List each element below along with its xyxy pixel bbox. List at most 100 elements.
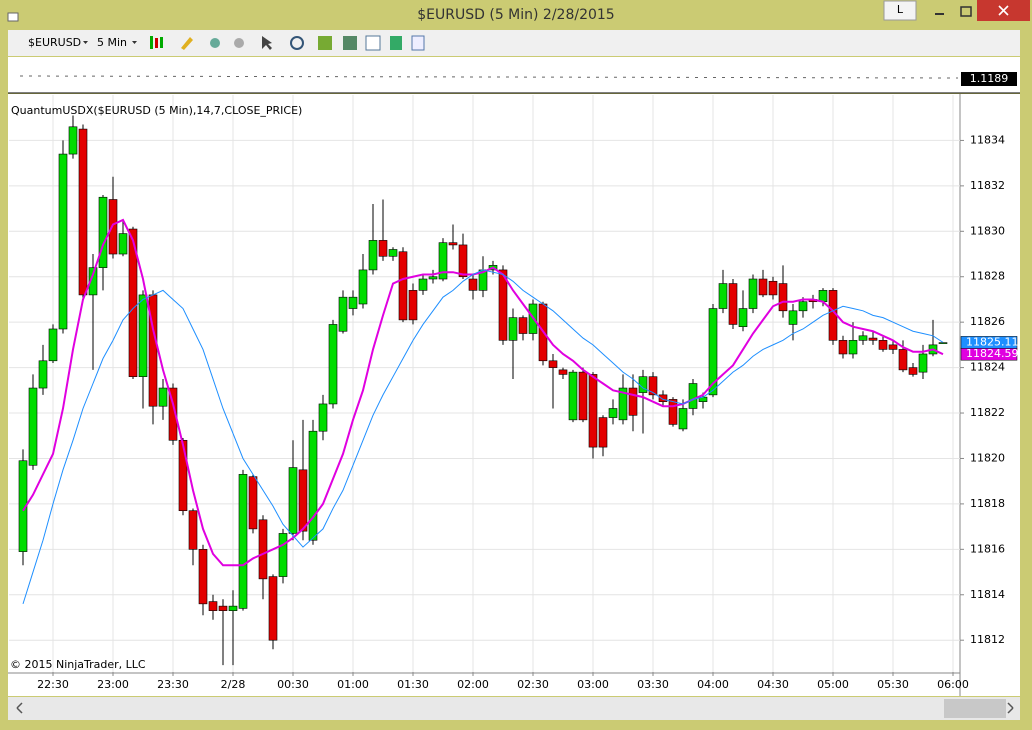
copyright: © 2015 NinjaTrader, LLC: [10, 658, 146, 671]
bar-type-icon[interactable]: [160, 37, 163, 48]
toolbar-icons: [150, 35, 425, 51]
candle-body: [28, 387, 38, 466]
candle-body: [788, 310, 798, 325]
candle-body: [668, 399, 678, 425]
candle-body: [438, 242, 448, 280]
candle-body: [78, 128, 88, 296]
candle-body: [638, 376, 648, 393]
scroll-thumb[interactable]: [944, 699, 1006, 718]
candle-body: [778, 283, 788, 312]
candle-body: [278, 533, 288, 577]
x-tick-label: 05:30: [877, 678, 909, 691]
candle-body: [748, 278, 758, 309]
cursor-icon[interactable]: [262, 36, 272, 50]
scroll-right[interactable]: [1007, 702, 1014, 714]
candle-body: [218, 605, 228, 611]
x-tick-label: 00:30: [277, 678, 309, 691]
chart-icon[interactable]: [365, 35, 381, 51]
candle-body: [458, 244, 468, 278]
candle-body: [408, 290, 418, 321]
bar-type-icon[interactable]: [155, 38, 158, 48]
dropdown-arrow: [132, 41, 137, 44]
candle-body: [118, 233, 128, 255]
candle-body: [48, 328, 58, 362]
zoom-out-icon[interactable]: [234, 38, 244, 48]
y-tick-label: 11818: [970, 497, 1005, 510]
y-tick-label: 11828: [970, 270, 1005, 283]
instrument-selector[interactable]: $EURUSD: [28, 36, 81, 49]
y-tick-label: 11830: [970, 224, 1005, 237]
candle-body: [68, 126, 78, 155]
candle-body: [838, 340, 848, 355]
indicator-label: QuantumUSDX($EURUSD (5 Min),14,7,CLOSE_P…: [11, 104, 302, 117]
candle-body: [448, 242, 458, 246]
candle-body: [738, 308, 748, 328]
y-tick-label: 11816: [970, 542, 1005, 555]
candle-body: [618, 387, 628, 421]
candle-body: [578, 371, 588, 421]
candle-body: [598, 417, 608, 448]
close-icon: [998, 5, 1009, 16]
toolbar: [8, 30, 1020, 56]
candle-body: [678, 408, 688, 430]
link-button[interactable]: [883, 0, 917, 21]
x-tick-label: 03:30: [637, 678, 669, 691]
candle-body: [348, 296, 358, 309]
candle-body: [818, 290, 828, 303]
candle-body: [658, 394, 668, 402]
candle-body: [548, 360, 558, 368]
candle-body: [388, 249, 398, 257]
maximize-button[interactable]: [960, 6, 972, 17]
candle-body: [728, 283, 738, 325]
candle-body: [858, 335, 868, 341]
indicator-icon[interactable]: [343, 36, 357, 50]
x-tick-label: 01:00: [337, 678, 369, 691]
candle-body: [358, 269, 368, 305]
candle-body: [188, 510, 198, 550]
candle-body: [558, 369, 568, 375]
candle-body: [138, 294, 148, 377]
x-tick-label: 01:30: [397, 678, 429, 691]
candle-body: [208, 601, 218, 611]
candle-body: [628, 387, 638, 416]
y-tick-label: 11826: [970, 315, 1005, 328]
candle-body: [248, 476, 258, 530]
scroll-left[interactable]: [16, 702, 23, 714]
strategy-icon[interactable]: [318, 36, 332, 50]
overview-panel: [8, 57, 1020, 93]
dollar-icon[interactable]: [390, 36, 402, 50]
overview-price-label: 1.1189: [970, 72, 1009, 85]
candle-body: [368, 240, 378, 271]
draw-tool-icon[interactable]: [181, 37, 193, 50]
y-tick-label: 11822: [970, 406, 1005, 419]
candle-body: [938, 342, 948, 344]
candle-body: [198, 549, 208, 605]
link-button-label[interactable]: L: [897, 3, 904, 16]
candle-body: [758, 278, 768, 296]
x-tick-label: 23:00: [97, 678, 129, 691]
candle-body: [288, 467, 298, 534]
y-tick-label: 11812: [970, 633, 1005, 646]
y-tick-label: 11824: [970, 361, 1005, 374]
candle-body: [798, 301, 808, 312]
properties-icon[interactable]: [411, 35, 425, 51]
interval-selector[interactable]: 5 Min: [97, 36, 127, 49]
y-tick-label: 11820: [970, 451, 1005, 464]
candle-body: [608, 408, 618, 418]
candle-body: [98, 196, 108, 268]
candle-body: [568, 371, 578, 421]
x-tick-label: 03:00: [577, 678, 609, 691]
candle-body: [888, 344, 898, 350]
candle-body: [58, 153, 68, 330]
scrollbar: [8, 697, 1020, 720]
candle-body: [88, 267, 98, 296]
candle-body: [158, 387, 168, 407]
bar-type-icon[interactable]: [150, 36, 153, 49]
overview-price-trace: [19, 75, 959, 79]
x-tick-label: 04:00: [697, 678, 729, 691]
search-icon[interactable]: [290, 36, 304, 50]
candle-body: [768, 280, 778, 296]
candle-body: [128, 228, 138, 377]
zoom-in-icon[interactable]: [210, 38, 220, 48]
